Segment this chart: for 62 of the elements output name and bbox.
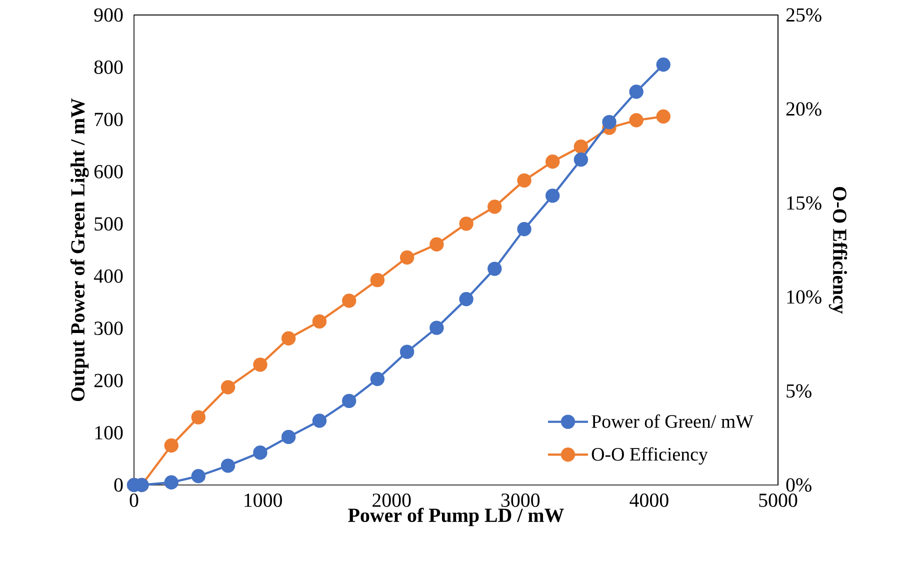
y-tick-label: 0 [114, 478, 123, 492]
point [602, 114, 616, 130]
point [546, 188, 560, 203]
point [656, 109, 670, 124]
y2-tick-label: 0% [786, 478, 812, 492]
point [220, 458, 236, 473]
point [459, 216, 474, 231]
point [656, 58, 670, 72]
y2-tick-label: 5% [786, 384, 812, 398]
y2-axis-title: O-O Efficiency [828, 187, 848, 314]
point [488, 262, 502, 276]
y-tick-label: 200 [94, 374, 123, 388]
point [517, 222, 532, 236]
y-tick-label: 300 [94, 322, 123, 336]
y2-tick-label: 20% [786, 102, 822, 116]
x-tick-label: 4000 [630, 494, 668, 507]
point [370, 372, 385, 386]
x-tick-label: 2000 [372, 494, 411, 507]
point [430, 320, 444, 335]
point [253, 446, 268, 460]
point [191, 410, 206, 424]
point [488, 200, 502, 214]
point [459, 292, 474, 306]
point [430, 237, 444, 252]
y-tick-label: 500 [94, 217, 123, 231]
point [312, 414, 327, 428]
y-axis-title: Output Power of Green Light / mW [70, 98, 89, 402]
point [629, 84, 644, 99]
point [342, 294, 356, 308]
legend-label: O-O Efficiency [592, 447, 708, 465]
x-tick-label: 1000 [244, 494, 282, 507]
y2-tick-label: 25% [786, 8, 822, 22]
point [574, 140, 588, 154]
y-tick-label: 900 [94, 8, 123, 22]
point [312, 314, 327, 329]
y2-tick-label: 10% [787, 290, 822, 304]
y-tick-label: 400 [94, 269, 123, 283]
point [629, 113, 644, 128]
y-tick-label: 600 [94, 164, 123, 178]
y-tick-label: 800 [94, 60, 123, 74]
point [400, 344, 414, 359]
point [220, 380, 236, 394]
y2-tick-label: 15% [787, 196, 822, 210]
point [517, 173, 532, 188]
point [253, 358, 268, 372]
y-tick-label: 700 [94, 112, 123, 126]
y-tick-label: 100 [95, 426, 123, 440]
x-tick-label: 3000 [501, 494, 540, 507]
point [546, 154, 560, 169]
point [574, 152, 588, 167]
legend-label: Power of Green/ mW [592, 414, 754, 428]
point [370, 272, 385, 288]
point [281, 331, 296, 346]
point [342, 394, 356, 408]
point [164, 438, 178, 453]
x-tick-label: 0 [130, 494, 138, 507]
x-axis-title: Power of Pump LD / mW [348, 508, 564, 526]
point [400, 250, 414, 265]
x-tick-label: 5000 [759, 494, 798, 507]
point [191, 469, 206, 484]
point [281, 430, 296, 444]
point [164, 475, 178, 490]
